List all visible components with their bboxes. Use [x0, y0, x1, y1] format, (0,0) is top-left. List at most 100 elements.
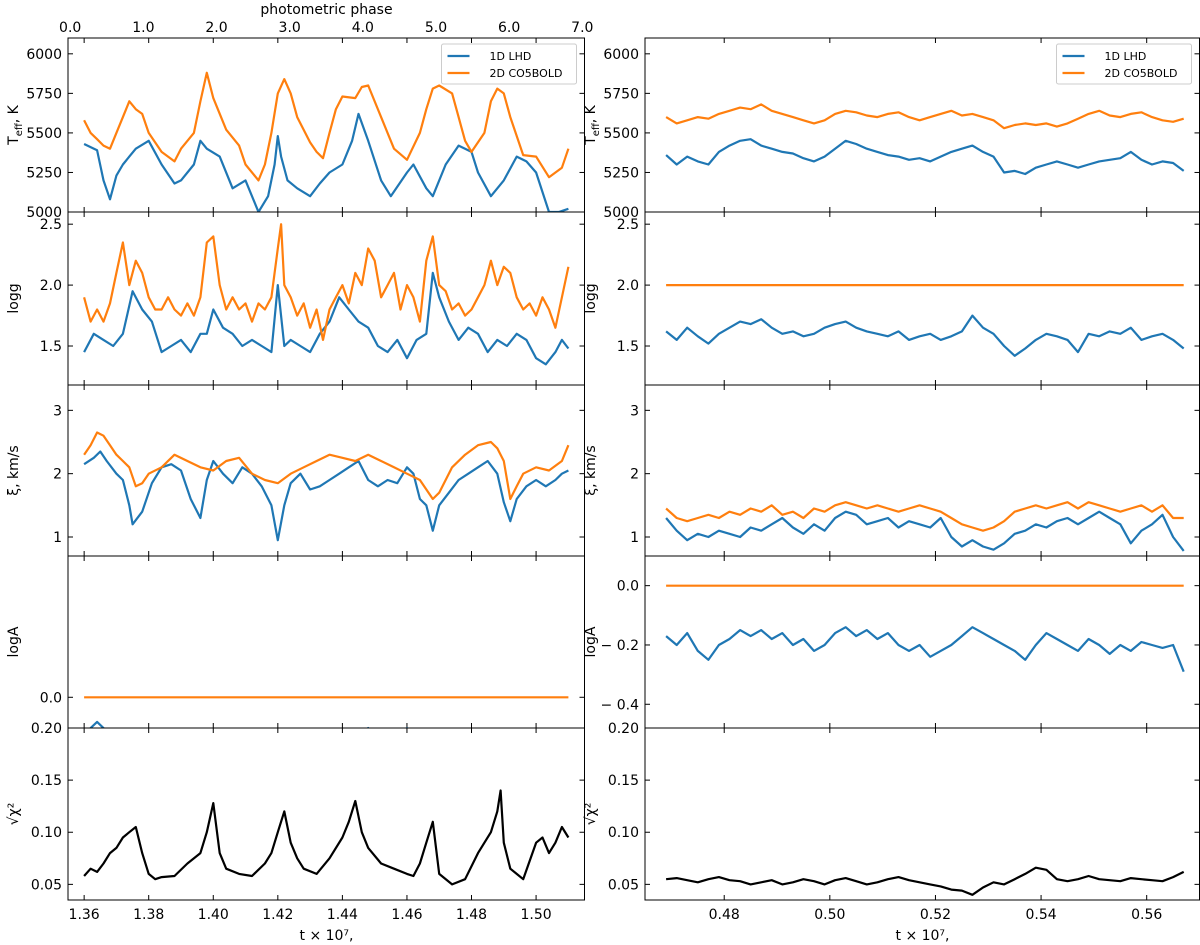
- top-axis-tick-label: 2.0: [205, 20, 227, 36]
- x-tick-label: 1.42: [262, 907, 293, 923]
- x-tick-label: 1.36: [69, 907, 100, 923]
- series-line-2d-co5bold: [665, 103, 1185, 130]
- top-axis-tick-label: 5.0: [425, 20, 447, 36]
- y-tick-label: 5500: [26, 126, 62, 142]
- chart-column-left: 5000 5250 5500 5750 6000 Teff, K 1D LHD 2D CO5B…: [6, 2, 593, 944]
- panel-left-4: 0.0 logA: [6, 555, 585, 729]
- y-tick-label: 2.0: [617, 278, 639, 294]
- y-axis-label: √χ²: [583, 803, 599, 826]
- y-tick-label: 0.05: [608, 877, 639, 893]
- y-tick-label: 5750: [26, 86, 62, 102]
- y-tick-label: 0.0: [40, 690, 62, 706]
- y-axis-label: logg: [6, 283, 22, 313]
- y-label-part: T: [6, 136, 22, 146]
- y-tick-label: 0.20: [31, 721, 62, 737]
- y-tick-label: 6000: [26, 47, 62, 63]
- y-tick-label: 5500: [603, 126, 639, 142]
- series-line-1d-lhd: [83, 112, 569, 212]
- y-label-part: √χ²: [6, 803, 22, 826]
- top-axis-tick-label: 7.0: [571, 20, 593, 36]
- series-line-1d-lhd: [83, 450, 569, 542]
- legend-label: 1D LHD: [490, 50, 532, 63]
- legend-label: 2D CO5BOLD: [490, 67, 563, 80]
- panel-left-5: 0.05 0.10 0.15 0.20 1.36 1.38 1.40 1.42 1.44 1.46…: [6, 721, 585, 923]
- x-tick-label: 0.48: [709, 907, 740, 923]
- y-tick-label: 5000: [603, 205, 639, 221]
- y-axis-label: logA: [583, 626, 599, 657]
- x-tick-label: 0.54: [1025, 907, 1056, 923]
- x-tick-label: 1.38: [133, 907, 164, 923]
- y-tick-label: 0.15: [608, 773, 639, 789]
- panel-left-2: 1.5 2.0 2.5 logg: [6, 211, 585, 386]
- y-tick-label: 1: [630, 530, 639, 546]
- x-tick-label: 0.50: [814, 907, 845, 923]
- y-tick-label: 2.0: [40, 278, 62, 294]
- series-line-χ²: [83, 789, 570, 886]
- panel-frame: [644, 727, 1200, 901]
- series-line-1d-lhd: [665, 626, 1185, 673]
- y-axis-label: logg: [583, 283, 599, 313]
- top-axis-tick-label: 1.0: [132, 20, 154, 36]
- y-label-part: , K: [583, 104, 599, 123]
- top-axis-tick-label: 6.0: [498, 20, 520, 36]
- y-tick-label: 5250: [26, 165, 62, 181]
- series-line-1d-lhd: [83, 271, 570, 366]
- y-tick-label: 2.5: [617, 217, 639, 233]
- y-tick-label: 0.20: [608, 721, 639, 737]
- series-line-1d-lhd: [88, 720, 409, 728]
- legend-box: [441, 43, 577, 85]
- y-tick-label: 2.5: [40, 217, 62, 233]
- y-tick-label: 0.10: [31, 825, 62, 841]
- top-axis-tick-label: 3.0: [279, 20, 301, 36]
- series-line-1d-lhd: [665, 314, 1185, 357]
- chart-column-right: 5000 5250 5500 5750 6000 Teff, K 1D LHD 2D CO5B…: [583, 37, 1200, 944]
- y-tick-label: 3: [53, 403, 62, 419]
- legend-label: 2D CO5BOLD: [1105, 67, 1178, 80]
- panel-frame: [67, 211, 585, 386]
- panel-right-1: 5000 5250 5500 5750 6000 Teff, K 1D LHD 2D CO5B…: [583, 37, 1200, 221]
- x-axis-label: t × 10⁷,: [896, 928, 950, 944]
- panel-right-2: 1.5 2.0 2.5 logg: [583, 211, 1200, 386]
- y-label-part: eff: [14, 122, 25, 136]
- y-axis-label: Teff, K: [583, 104, 602, 146]
- y-axis-label: ξ, km/s: [583, 445, 599, 495]
- y-tick-label: − 0.4: [601, 697, 640, 713]
- y-axis-label: ξ, km/s: [6, 445, 22, 495]
- y-tick-label: 1.5: [617, 339, 639, 355]
- panel-frame: [644, 211, 1200, 386]
- series-line-2d-co5bold: [83, 431, 570, 501]
- top-axis-tick-label: 0.0: [59, 20, 81, 36]
- panel-right-3: 1 2 3 ξ, km/s: [583, 384, 1200, 557]
- y-tick-label: 0.0: [617, 579, 639, 595]
- x-tick-label: 0.56: [1131, 907, 1162, 923]
- x-tick-label: 1.46: [391, 907, 422, 923]
- series-line-χ²: [665, 866, 1185, 896]
- y-tick-label: 2: [53, 467, 62, 483]
- x-tick-label: 0.52: [920, 907, 951, 923]
- y-label-part: , K: [6, 104, 22, 123]
- series-line-1d-lhd: [665, 138, 1185, 176]
- series-line-1d-lhd: [665, 510, 1185, 552]
- y-tick-label: 5750: [603, 86, 639, 102]
- y-tick-label: 6000: [603, 47, 639, 63]
- panel-frame: [67, 384, 585, 557]
- y-axis-label: logA: [6, 626, 22, 657]
- series-line-2d-co5bold: [83, 71, 570, 182]
- x-tick-label: 1.50: [520, 907, 551, 923]
- legend: 1D LHD 2D CO5BOLD: [441, 43, 577, 85]
- y-tick-label: 0.15: [31, 773, 62, 789]
- y-tick-label: 0.10: [608, 825, 639, 841]
- y-tick-label: 3: [630, 403, 639, 419]
- x-tick-label: 1.44: [327, 907, 358, 923]
- y-tick-label: 1: [53, 530, 62, 546]
- y-label-part: eff: [591, 122, 602, 136]
- x-axis-label: t × 10⁷,: [300, 928, 354, 944]
- y-tick-label: − 0.2: [601, 638, 639, 654]
- legend: 1D LHD 2D CO5BOLD: [1056, 43, 1192, 85]
- panel-left-1: 5000 5250 5500 5750 6000 Teff, K 1D LHD 2D CO5B…: [6, 37, 585, 221]
- y-axis-label: Teff, K: [6, 104, 25, 146]
- y-tick-label: 2: [630, 467, 639, 483]
- y-label-part: √χ²: [583, 803, 599, 826]
- panel-frame: [67, 555, 585, 729]
